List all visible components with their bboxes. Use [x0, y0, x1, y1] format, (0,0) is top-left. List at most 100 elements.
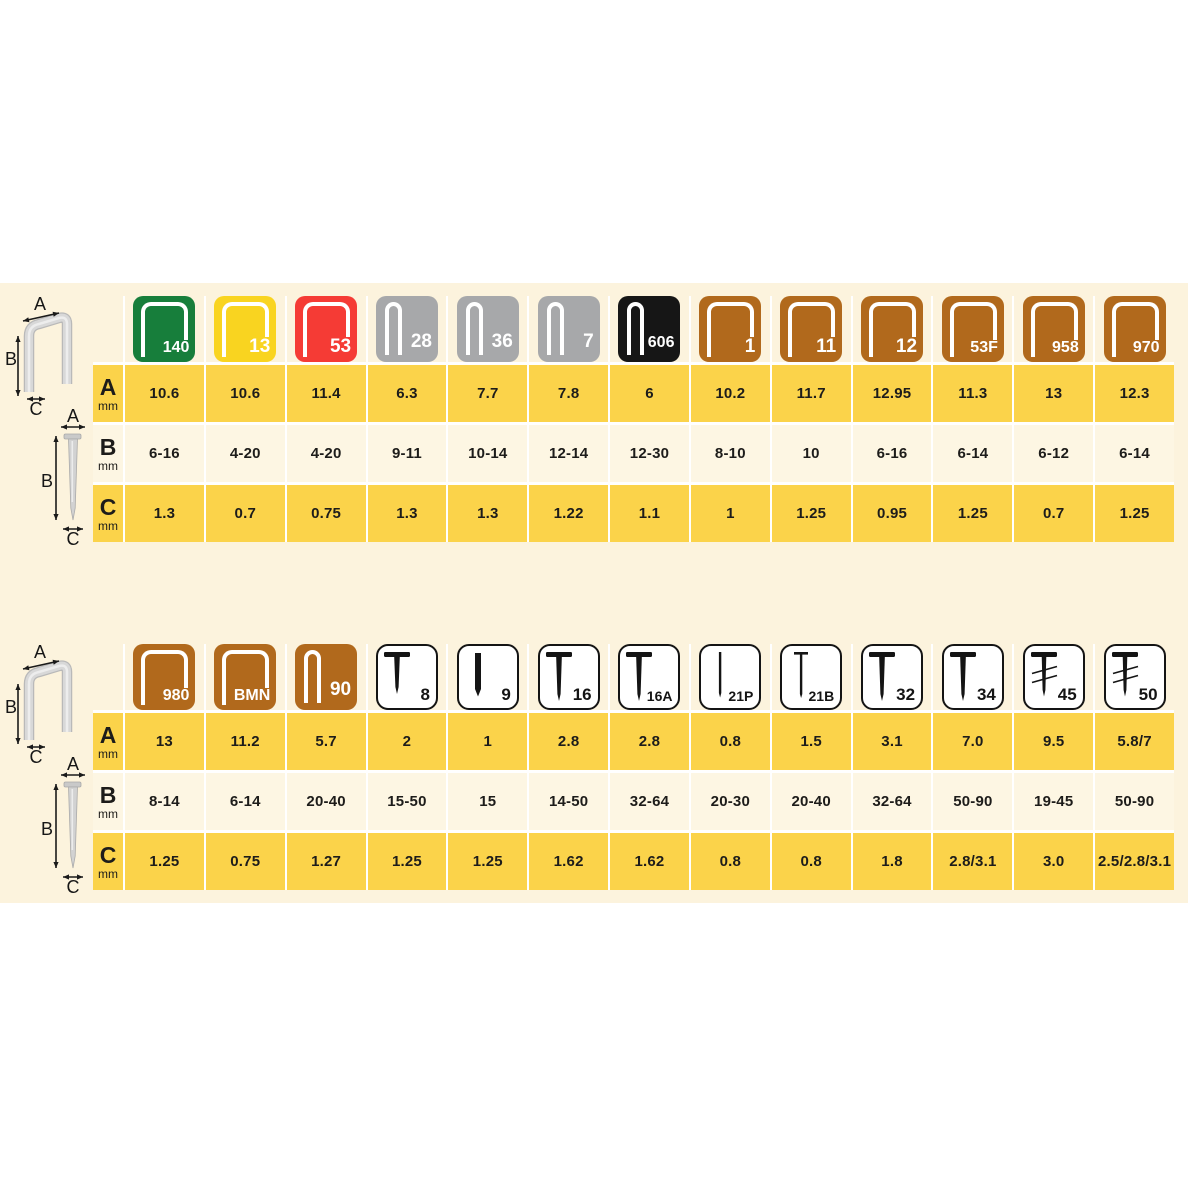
column-icon-12: 12 — [852, 296, 932, 362]
column-label: 970 — [1131, 339, 1161, 357]
column-icon-36: 36 — [448, 296, 528, 362]
cell-A-53: 11.4 — [286, 365, 366, 422]
nail-head-label: A — [67, 406, 79, 426]
dimension-unit: mm — [98, 518, 118, 533]
staple-wide-icon: 980 — [133, 644, 196, 710]
column-label: 28 — [409, 331, 433, 353]
cell-C-21P: 0.8 — [690, 833, 770, 890]
cell-B-53: 4-20 — [286, 425, 366, 482]
cell-A-36: 7.7 — [448, 365, 528, 422]
staples-and-nails-table-section: A B C A B C 980 BMN 90 8 9 16 16A 21P 21B 32 34 45 5… — [0, 642, 1188, 897]
dimension-letter: C — [99, 841, 117, 868]
staple-outline — [627, 302, 645, 355]
screw-nail-icon: 45 — [1022, 644, 1085, 710]
cell-B-21P: 20-30 — [690, 773, 770, 830]
cell-C-32: 1.8 — [852, 833, 932, 890]
column-label: 21P — [727, 688, 755, 705]
cell-C-970: 1.25 — [1095, 485, 1174, 542]
cell-C-9: 1.25 — [448, 833, 528, 890]
cell-A-90: 5.7 — [286, 713, 366, 770]
cell-A-53F: 11.3 — [933, 365, 1013, 422]
screw-nail-icon: 50 — [1103, 644, 1166, 710]
dimension-letter: B — [99, 433, 117, 460]
cell-B-970: 6-14 — [1095, 425, 1174, 482]
dimension-letter: B — [99, 781, 117, 808]
column-icon-21P: 21P — [690, 644, 770, 710]
column-label: 90 — [328, 679, 353, 701]
column-label: 958 — [1051, 339, 1080, 357]
column-icon-606: 606 — [610, 296, 689, 362]
cell-B-90: 20-40 — [286, 773, 366, 830]
cell-B-16A: 32-64 — [610, 773, 689, 830]
cell-C-16A: 1.62 — [610, 833, 689, 890]
staple-wide-icon: 958 — [1022, 296, 1085, 362]
staple-outline — [707, 302, 755, 357]
column-label: 16A — [645, 688, 674, 705]
dimension-letter: C — [99, 493, 117, 520]
column-icon-53: 53 — [286, 296, 366, 362]
cell-C-21B: 0.8 — [771, 833, 851, 890]
cell-A-21B: 1.5 — [771, 713, 851, 770]
column-icon-140: 140 — [125, 296, 204, 362]
cell-C-28: 1.3 — [367, 485, 447, 542]
cell-C-34: 2.8/3.1 — [933, 833, 1013, 890]
column-label: 53F — [969, 339, 999, 357]
staple-wide-icon: 13 — [214, 296, 277, 362]
cell-A-11: 11.7 — [771, 365, 851, 422]
column-icon-8: 8 — [367, 644, 447, 710]
cell-B-28: 9-11 — [367, 425, 447, 482]
thin-pin-nail-icon — [719, 652, 722, 698]
cell-B-36: 10-14 — [448, 425, 528, 482]
dimension-unit: mm — [98, 806, 118, 821]
staple-wide-icon: BMN — [214, 644, 277, 710]
column-icon-16A: 16A — [610, 644, 689, 710]
staple-width-label: A — [34, 296, 46, 314]
cell-C-50: 2.5/2.8/3.1 — [1095, 833, 1174, 890]
column-icon-13: 13 — [205, 296, 285, 362]
dimension-unit: mm — [98, 866, 118, 881]
cell-A-34: 7.0 — [933, 713, 1013, 770]
staple-outline — [384, 302, 402, 355]
staple-narrow-icon: 36 — [456, 296, 519, 362]
cell-C-BMN: 0.75 — [205, 833, 285, 890]
column-label: 45 — [1056, 685, 1078, 705]
staple-narrow-icon: 7 — [537, 296, 600, 362]
cell-B-BMN: 6-14 — [205, 773, 285, 830]
column-icon-28: 28 — [367, 296, 447, 362]
cell-A-13: 10.6 — [205, 365, 285, 422]
nail-length-label: B — [41, 819, 53, 839]
column-icon-21B: 21B — [771, 644, 851, 710]
icon-row-spacer — [93, 296, 123, 362]
nail-wire-label: C — [67, 529, 80, 548]
column-label: 980 — [161, 687, 191, 705]
staples-table-section: A B C A B C 140 13 53 28 36 7 606 1 11 12 53F 958 97… — [0, 294, 1188, 549]
staple-wide-icon: 140 — [133, 296, 196, 362]
screw-nail-icon — [1030, 652, 1057, 697]
cell-C-958: 0.7 — [1014, 485, 1094, 542]
pin-nail-icon: 9 — [456, 644, 519, 710]
cell-C-53: 0.75 — [286, 485, 366, 542]
icon-row-spacer — [93, 644, 123, 710]
cell-C-90: 1.27 — [286, 833, 366, 890]
column-icon-45: 45 — [1014, 644, 1094, 710]
cell-A-BMN: 11.2 — [205, 713, 285, 770]
dimension-diagram: A B C A B C — [2, 642, 97, 897]
staple-wide-icon: 970 — [1103, 296, 1166, 362]
cell-C-53F: 1.25 — [933, 485, 1013, 542]
cell-A-8: 2 — [367, 713, 447, 770]
column-icon-980: 980 — [125, 644, 204, 710]
cell-B-8: 15-50 — [367, 773, 447, 830]
column-label: 7 — [582, 331, 595, 353]
column-icon-32: 32 — [852, 644, 932, 710]
t-nail-icon: 16A — [618, 644, 681, 710]
staple-outline — [465, 302, 483, 355]
staple-narrow-icon: 90 — [295, 644, 358, 710]
t-nail-icon — [545, 652, 572, 701]
cell-A-21P: 0.8 — [690, 713, 770, 770]
